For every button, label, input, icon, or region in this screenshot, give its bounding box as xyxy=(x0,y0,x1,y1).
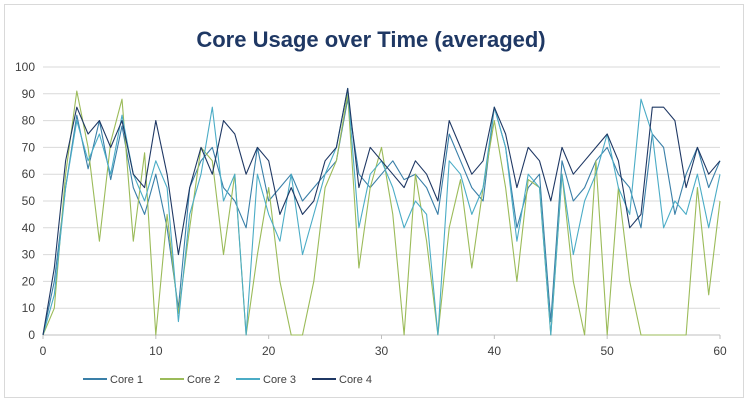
y-tick-label: 70 xyxy=(22,140,36,154)
y-tick-label: 40 xyxy=(22,221,36,235)
y-tick-label: 80 xyxy=(22,114,36,128)
series-line-core-1 xyxy=(42,98,721,336)
y-tick-label: 50 xyxy=(22,194,36,208)
axes: 0 10 20 30 40 50 60 70 80 90 100 0 10 20 30 40 50 60 xyxy=(15,60,727,358)
legend-item: Core 3 xyxy=(236,374,296,386)
line-chart: Core Usage over Time (averaged) 0 10 20 30 4… xyxy=(15,27,727,386)
legend-label: Core 4 xyxy=(339,374,372,386)
x-tick-label: 40 xyxy=(488,344,502,358)
x-tick-label: 10 xyxy=(149,344,163,358)
series-line-core-4 xyxy=(42,87,721,336)
y-tick-label: 90 xyxy=(22,87,36,101)
legend-label: Core 2 xyxy=(187,374,220,386)
series-line-core-2 xyxy=(42,90,721,336)
y-tick-label: 30 xyxy=(22,248,36,262)
legend: Core 1 Core 2 Core 3 Core 4 xyxy=(83,374,372,386)
y-tick-label: 10 xyxy=(22,301,36,315)
chart-frame: Core Usage over Time (averaged) 0 10 20 30 4… xyxy=(4,4,744,398)
chart-title: Core Usage over Time (averaged) xyxy=(196,27,545,52)
y-tick-label: 20 xyxy=(22,274,36,288)
legend-item: Core 1 xyxy=(83,374,143,386)
legend-item: Core 2 xyxy=(160,374,220,386)
legend-label: Core 3 xyxy=(263,374,296,386)
y-tick-label: 60 xyxy=(22,167,36,181)
y-tick-label: 0 xyxy=(28,328,35,342)
legend-item: Core 4 xyxy=(312,374,372,386)
x-tick-label: 60 xyxy=(713,344,727,358)
x-tick-label: 0 xyxy=(40,344,47,358)
series-line-core-3 xyxy=(42,87,721,336)
x-tick-label: 50 xyxy=(600,344,614,358)
x-tick-label: 30 xyxy=(375,344,389,358)
x-tick-label: 20 xyxy=(262,344,276,358)
legend-label: Core 1 xyxy=(110,374,143,386)
y-tick-label: 100 xyxy=(15,60,35,74)
series-lines xyxy=(42,87,721,336)
